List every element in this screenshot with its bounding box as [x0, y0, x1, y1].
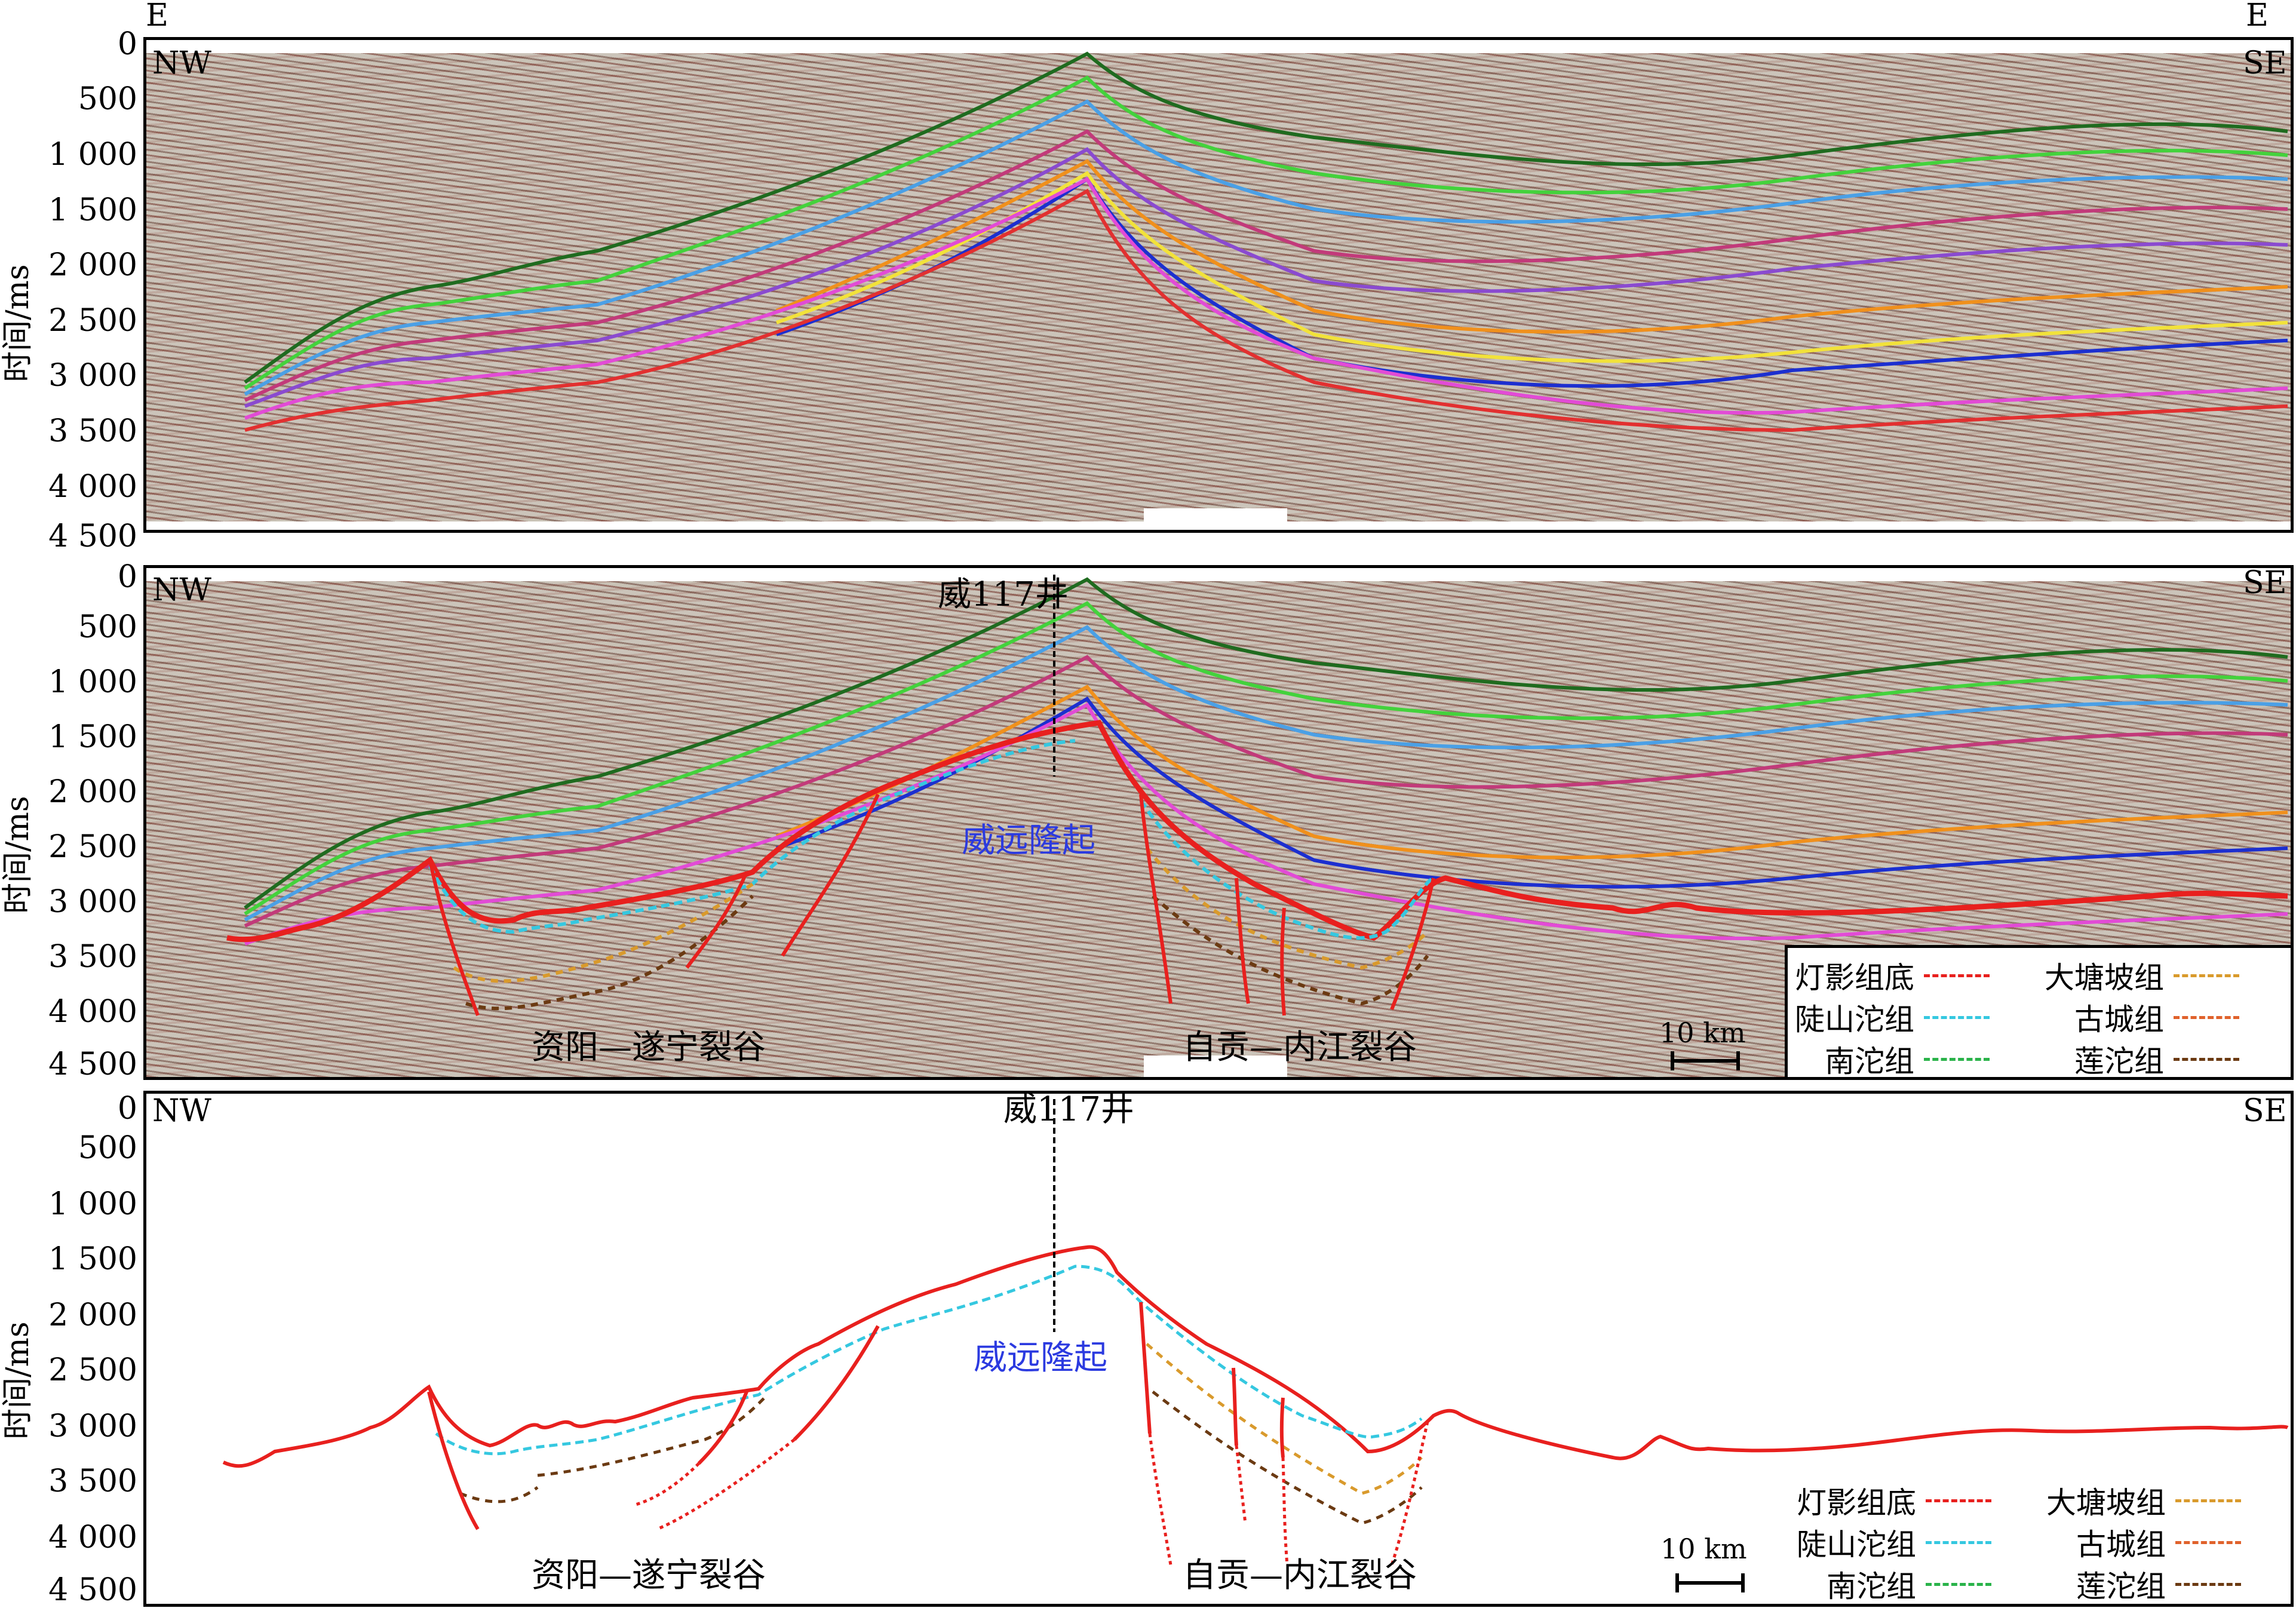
seismic-panel-interpreted	[143, 565, 2294, 1080]
p1-tick-4500: 4 500	[48, 518, 137, 554]
p1-tick-2000: 2 000	[48, 247, 137, 283]
p3-legend-item: 大塘坡组	[2046, 1479, 2241, 1522]
p3-rift-right-label: 自贡—内江裂谷	[1183, 1556, 1417, 1595]
p2-rift-left-label: 资阳—遂宁裂谷	[532, 1028, 766, 1067]
p3-legend-item: 莲沱组	[2076, 1563, 2241, 1606]
p1-tick-1500: 1 500	[48, 192, 137, 228]
p1-tick-3000: 3 000	[48, 358, 137, 394]
p1-tick-3500: 3 500	[48, 413, 137, 449]
panel3-nw-label: NW	[152, 1093, 211, 1129]
p2-legend-item: 大塘坡组	[2045, 954, 2239, 997]
panel3-se-label: SE	[2243, 1093, 2287, 1129]
p3-scale-label: 10 km	[1660, 1533, 1747, 1565]
p2-well-label: 威117井	[938, 575, 1069, 614]
p3-legend-item: 南沱组	[1827, 1563, 1991, 1606]
p2-legend-item: 陡山沱组	[1795, 996, 1990, 1039]
p2-tick-500: 500	[78, 609, 137, 645]
p2-tick-3000: 3 000	[48, 884, 137, 920]
p2-tick-4000: 4 000	[48, 994, 137, 1030]
panel2-horizons	[226, 575, 2288, 1017]
p2-legend-item: 古城组	[2074, 996, 2239, 1039]
p1-tick-0: 0	[117, 26, 137, 62]
panel1-horizons	[244, 51, 2288, 432]
corner-right-letter: E	[2246, 0, 2269, 33]
p2-rift-right-label: 自贡—内江裂谷	[1183, 1028, 1417, 1067]
p3-tick-3500: 3 500	[48, 1463, 137, 1499]
p2-tick-4500: 4 500	[48, 1047, 137, 1082]
p2-tick-1000: 1 000	[48, 664, 137, 700]
p2-legend-item: 莲沱组	[2074, 1038, 2239, 1081]
p3-rift-left-label: 资阳—遂宁裂谷	[532, 1556, 766, 1595]
scale-bars	[1671, 1051, 1745, 1592]
p3-tick-500: 500	[78, 1130, 137, 1166]
p3-legend-item: 灯影组底	[1797, 1479, 1991, 1522]
p2-scale-label: 10 km	[1659, 1017, 1746, 1049]
p2-legend: 灯影组底 陡山沱组 南沱组 大塘坡组 古城组 莲沱组	[1785, 945, 2294, 1080]
p2-uplift-label: 威远隆起	[962, 821, 1095, 860]
p3-uplift-label: 威远隆起	[974, 1339, 1107, 1377]
panel2-nw-label: NW	[152, 572, 211, 608]
p1-tick-500: 500	[78, 81, 137, 117]
seismic-panel-raw	[143, 37, 2294, 533]
p3-tick-0: 0	[117, 1091, 137, 1127]
p3-tick-1500: 1 500	[48, 1241, 137, 1277]
panel2-se-label: SE	[2243, 565, 2287, 601]
p3-tick-4000: 4 000	[48, 1520, 137, 1555]
p3-tick-2500: 2 500	[48, 1352, 137, 1388]
p1-tick-4000: 4 000	[48, 469, 137, 505]
p3-legend-item: 陡山沱组	[1797, 1521, 1991, 1564]
p2-tick-3500: 3 500	[48, 939, 137, 975]
panel3-horizons	[222, 1099, 2289, 1566]
p2-legend-item: 南沱组	[1825, 1038, 1990, 1081]
p2-tick-2500: 2 500	[48, 829, 137, 865]
p3-tick-1000: 1 000	[48, 1186, 137, 1222]
p3-legend-item: 古城组	[2076, 1521, 2241, 1564]
p2-tick-0: 0	[117, 559, 137, 595]
panel1-nw-label: NW	[152, 45, 211, 81]
p3-tick-3000: 3 000	[48, 1408, 137, 1444]
p3-tick-2000: 2 000	[48, 1297, 137, 1333]
panel1-se-label: SE	[2243, 45, 2287, 81]
p1-tick-1000: 1 000	[48, 137, 137, 173]
p3-well-label: 威117井	[1003, 1090, 1134, 1129]
p2-tick-2000: 2 000	[48, 774, 137, 810]
p3-legend: 灯影组底 陡山沱组 南沱组 大塘坡组 古城组 莲沱组	[1789, 1473, 2294, 1604]
corner-left-letter: E	[146, 0, 168, 33]
p2-tick-1500: 1 500	[48, 719, 137, 755]
p2-legend-item: 灯影组底	[1795, 954, 1990, 997]
p1-tick-2500: 2 500	[48, 303, 137, 339]
p3-tick-4500: 4 500	[48, 1572, 137, 1608]
